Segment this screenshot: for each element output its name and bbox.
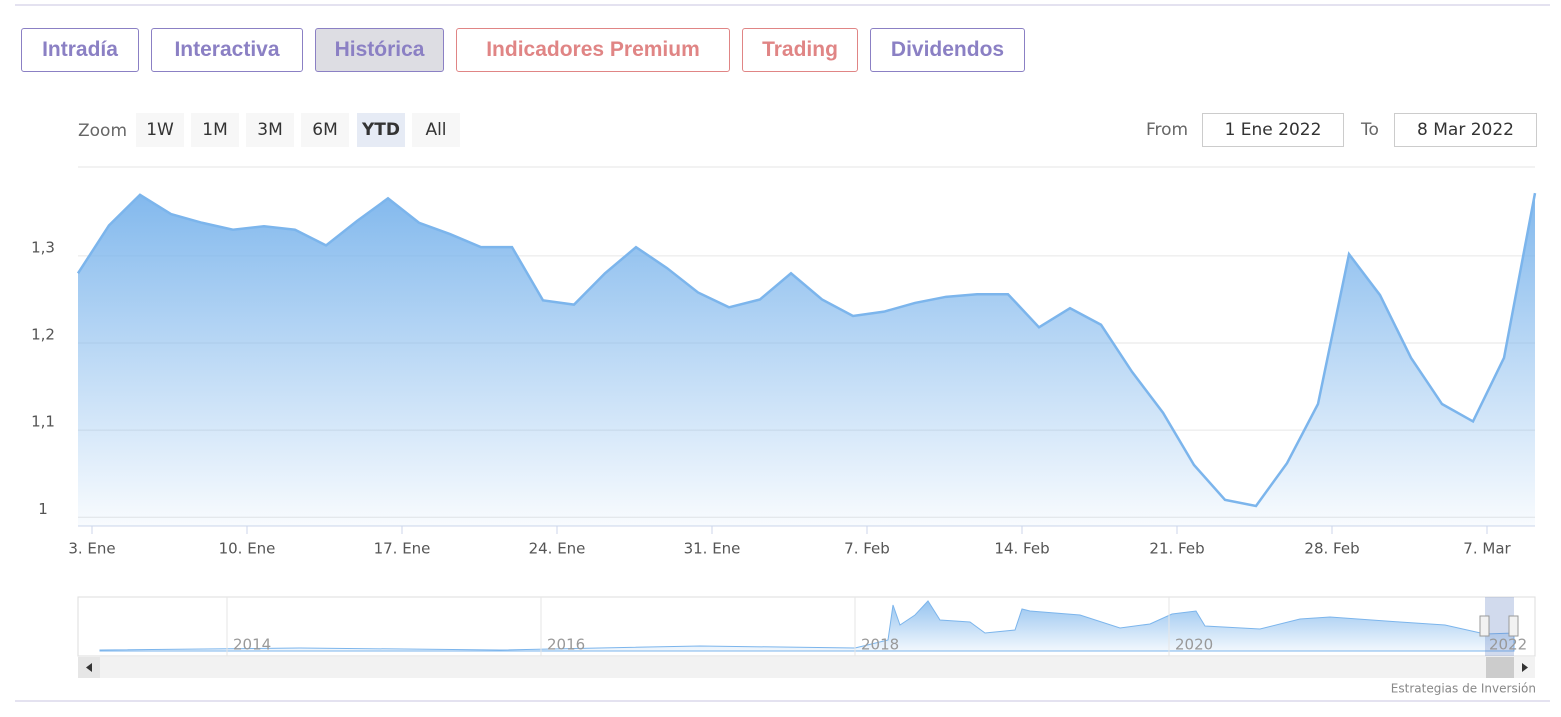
zoom-button[interactable]: 3M — [246, 113, 294, 147]
tab[interactable]: Dividendos — [870, 28, 1025, 72]
navigator-label: 2020 — [1175, 636, 1213, 654]
zoom-button[interactable]: All — [412, 113, 460, 147]
x-tick-label: 10. Ene — [219, 540, 276, 558]
navigator-label: 2014 — [233, 636, 271, 654]
arrow — [1522, 663, 1528, 672]
to-label: To — [1361, 120, 1379, 140]
tab[interactable]: Intradía — [21, 28, 139, 72]
x-tick-label: 21. Feb — [1149, 540, 1204, 558]
credits: Estrategias de Inversión — [1391, 682, 1536, 696]
from-label: From — [1146, 120, 1189, 140]
zoom-label: Zoom — [78, 121, 128, 141]
navigator-label: 2016 — [547, 636, 585, 654]
y-tick-label: 1 — [38, 500, 48, 518]
x-tick-label: 7. Feb — [844, 540, 890, 558]
x-tick-label: 3. Ene — [68, 540, 115, 558]
zoom-button[interactable]: YTD — [357, 113, 405, 147]
arrow — [86, 663, 92, 672]
x-tick-label: 14. Feb — [994, 540, 1049, 558]
x-tick-label: 31. Ene — [684, 540, 741, 558]
navigator-frame — [77, 596, 1536, 657]
navigator-handle[interactable] — [1479, 615, 1490, 637]
navigator-series — [99, 600, 1515, 652]
tab[interactable]: Histórica — [315, 28, 444, 72]
navigator-label: 2022 — [1489, 636, 1527, 654]
y-tick-label: 1,2 — [31, 326, 55, 344]
y-tick-label: 1,3 — [31, 238, 55, 256]
zoom-button[interactable]: 1M — [191, 113, 239, 147]
x-tick-label: 24. Ene — [529, 540, 586, 558]
x-tick-label: 7. Mar — [1463, 540, 1511, 558]
area — [78, 193, 1535, 526]
zoom-button[interactable]: 1W — [136, 113, 184, 147]
scrollbar-thumb[interactable] — [1486, 657, 1514, 678]
from-input[interactable]: 1 Ene 2022 — [1202, 113, 1344, 147]
zoom-button[interactable]: 6M — [301, 113, 349, 147]
tab[interactable]: Interactiva — [151, 28, 303, 72]
scrollbar-track[interactable] — [78, 657, 1535, 678]
line — [76, 192, 1537, 508]
y-tick-label: 1,1 — [31, 413, 55, 431]
navigator-label: 2018 — [861, 636, 899, 654]
tab[interactable]: Trading — [742, 28, 858, 72]
x-tick-label: 28. Feb — [1304, 540, 1359, 558]
x-tick-label: 17. Ene — [374, 540, 431, 558]
tab[interactable]: Indicadores Premium — [456, 28, 730, 72]
to-input[interactable]: 8 Mar 2022 — [1394, 113, 1537, 147]
navigator-handle[interactable] — [1508, 615, 1519, 637]
